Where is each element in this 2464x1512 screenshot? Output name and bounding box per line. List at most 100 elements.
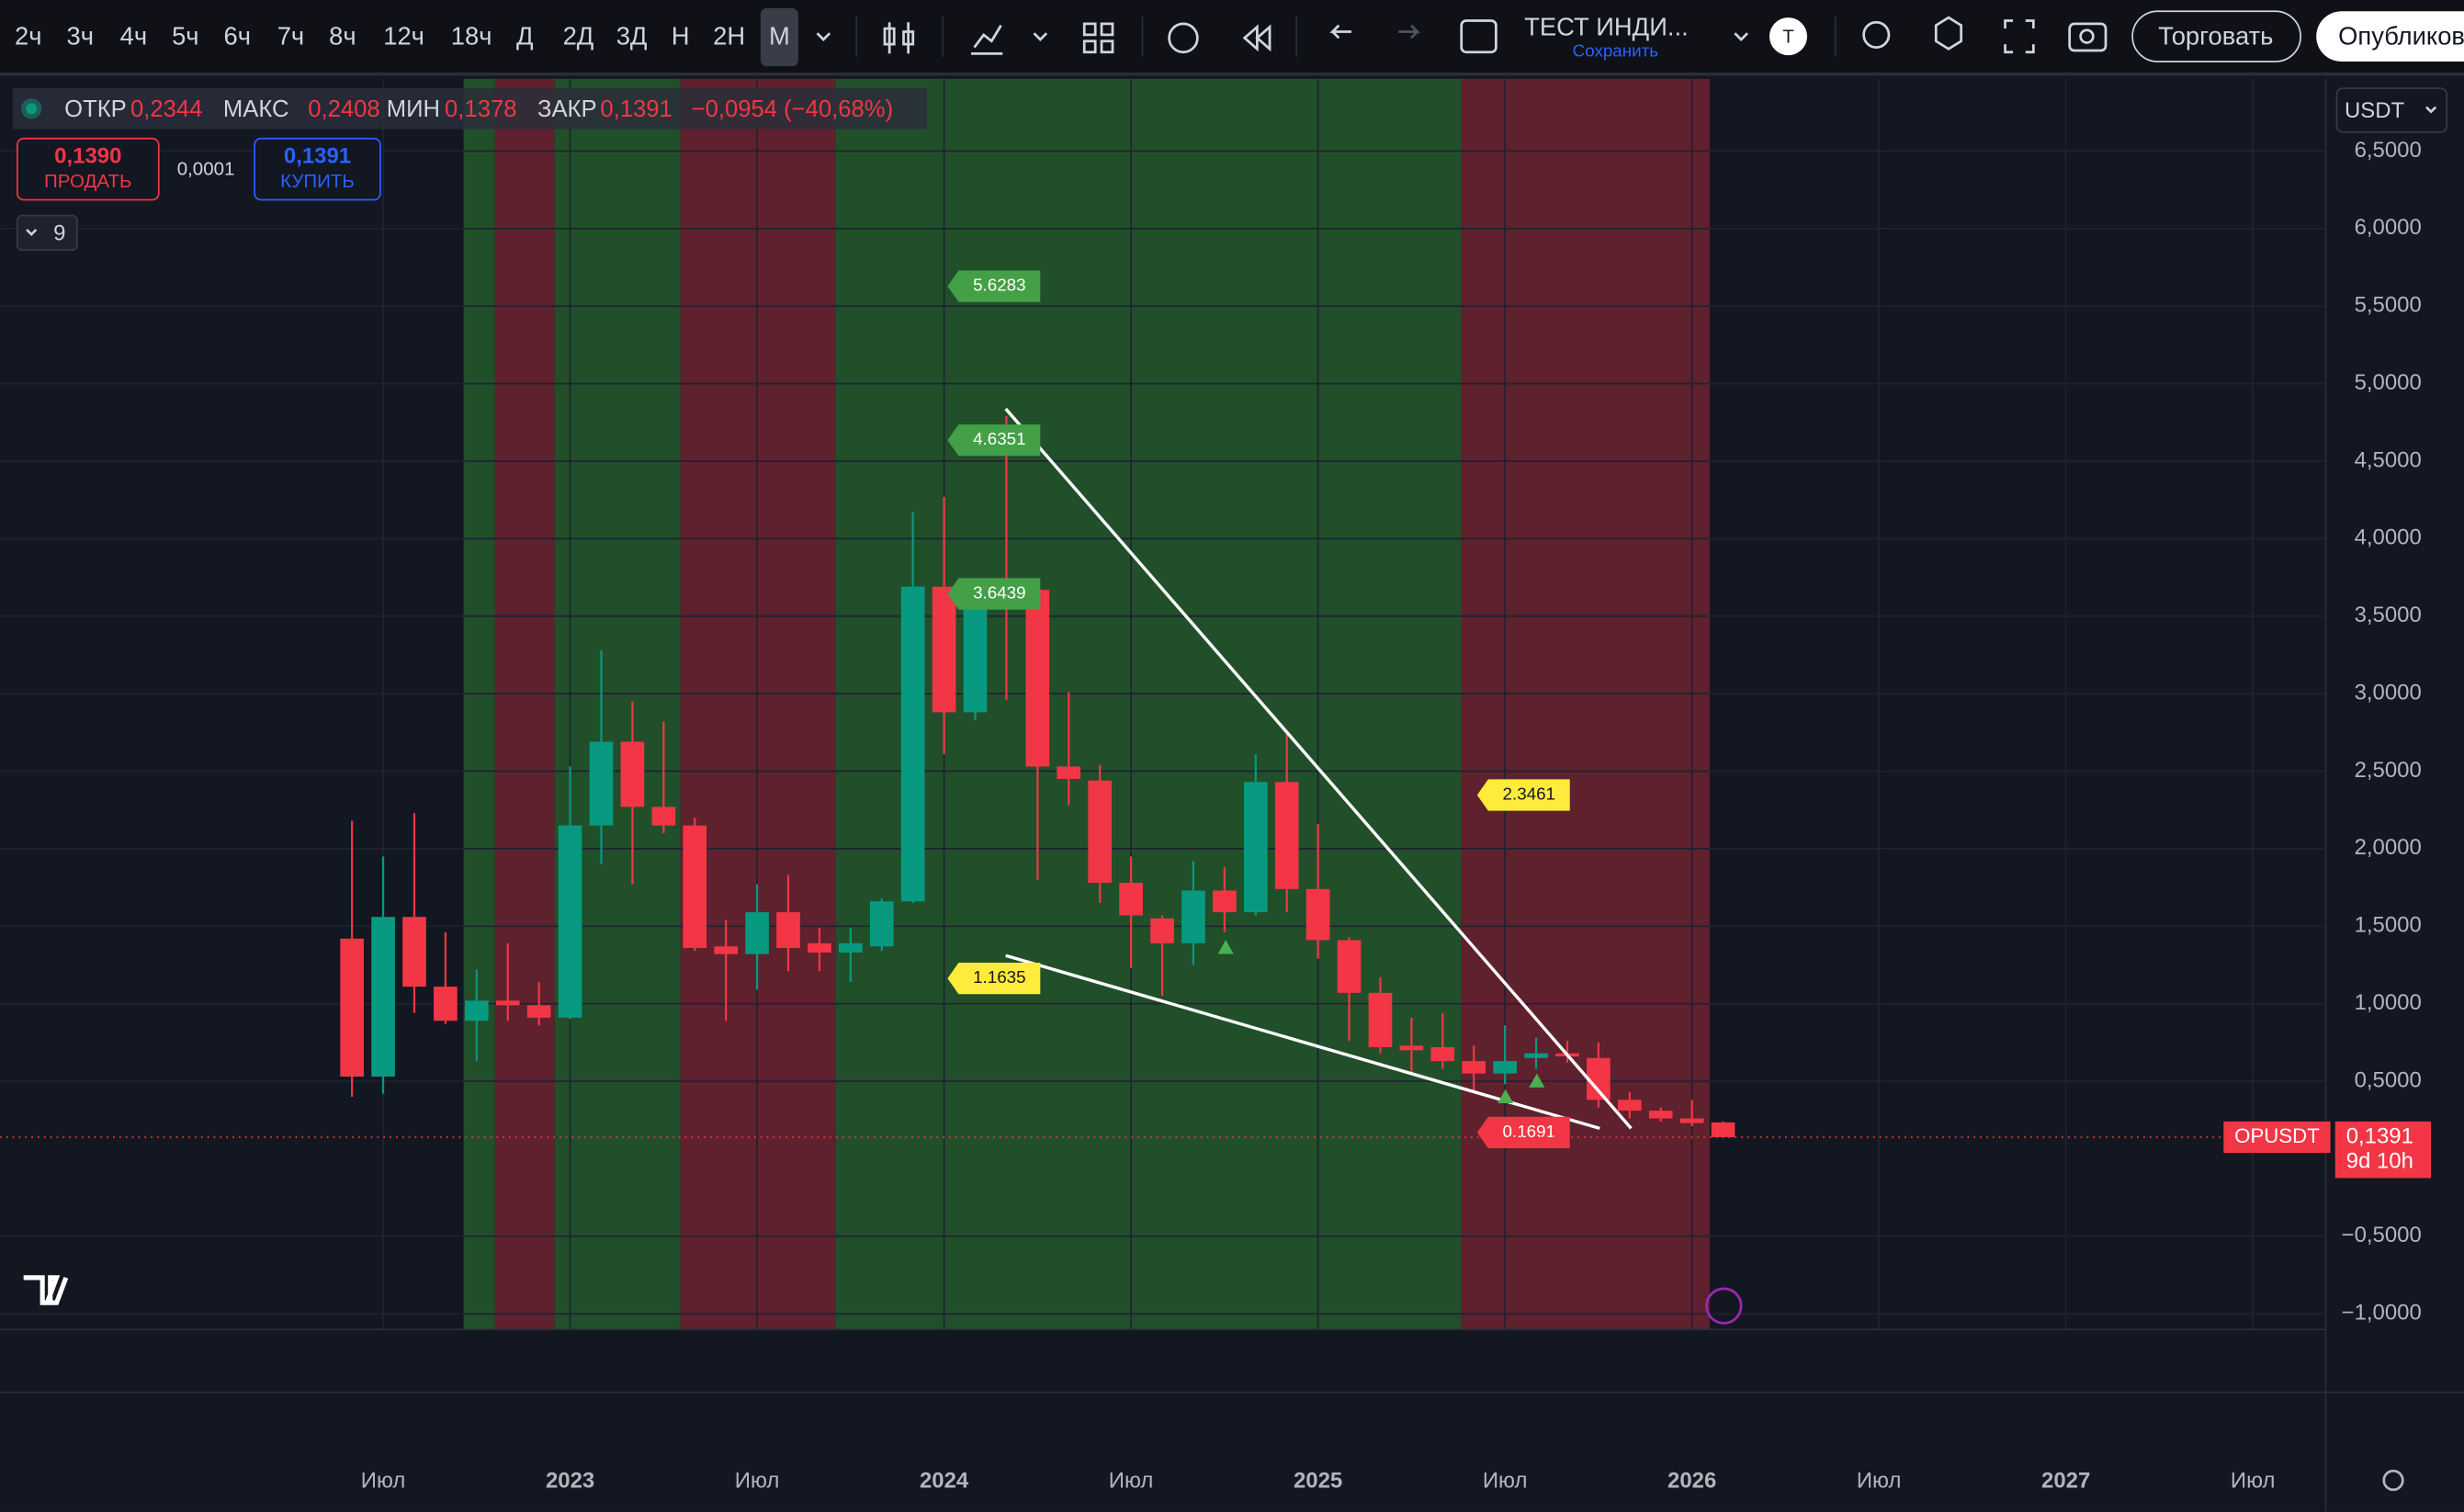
candle-body (1274, 782, 1299, 889)
buy-button[interactable] (254, 137, 381, 201)
snapshot-icon[interactable] (2068, 22, 2108, 52)
legend-label: ОТКР (64, 96, 127, 122)
candle-body (1648, 1111, 1673, 1119)
toolbar-icons (883, 16, 2404, 1492)
annotations: 5.6283 4.6351 3.6439 1.1635 2.3461 0.1691 (947, 270, 1570, 1149)
candle-body (869, 901, 894, 947)
snapshot-lens (2079, 28, 2095, 44)
candle-body (1181, 890, 1205, 943)
y-tick-label: 5,0000 (2355, 370, 2422, 395)
fullscreen-icon[interactable] (2004, 19, 2035, 54)
candle-body (1088, 780, 1113, 884)
price-tag-label: 1.1635 (973, 967, 1026, 987)
interval-button[interactable]: 7ч (277, 22, 304, 51)
x-tick-label: 2024 (920, 1469, 969, 1494)
interval-button[interactable]: 2Н (713, 22, 745, 51)
sell-button[interactable] (16, 137, 160, 201)
price-tag-label: 0.1691 (1503, 1122, 1556, 1141)
candle-body (683, 825, 707, 948)
legend-change: −0,0954 (−40,68%) (692, 96, 894, 122)
y-tick-label: 5,5000 (2355, 293, 2422, 318)
dropdown-icon[interactable] (1033, 32, 1048, 41)
trade-button[interactable] (2131, 10, 2301, 62)
candle-body (1430, 1046, 1455, 1062)
toolbar (0, 0, 2464, 73)
y-tick-label: 6,5000 (2355, 138, 2422, 163)
candle-body (589, 741, 614, 826)
y-tick-label: 3,5000 (2355, 603, 2422, 627)
alert-icon[interactable] (1168, 22, 1199, 54)
legend-box (12, 88, 928, 130)
candle-body (1337, 940, 1362, 993)
price-tag-label: 5.6283 (973, 276, 1026, 295)
redo-icon[interactable] (1398, 24, 1421, 39)
y-tick-label: 0,5000 (2355, 1067, 2422, 1092)
settings-icon[interactable] (1934, 16, 1963, 51)
indicators-icon[interactable] (971, 24, 1003, 55)
interval-button[interactable]: 3Д (616, 22, 648, 51)
y-tick-label: 1,0000 (2355, 990, 2422, 1015)
lightning-icon[interactable] (1705, 1287, 1743, 1325)
x-tick-label: 2027 (2041, 1469, 2090, 1494)
legend-value: 0,2408 (308, 96, 379, 122)
price-tag-label: 2.3461 (1503, 784, 1556, 803)
avatar[interactable] (1769, 17, 1808, 56)
y-tick-label: 6,0000 (2355, 215, 2422, 240)
x-tick-label: Июл (2231, 1469, 2276, 1494)
candle-body (1213, 890, 1237, 913)
candle-body (620, 741, 645, 807)
interval-button[interactable]: 3ч (66, 22, 93, 51)
candle-body (714, 946, 738, 954)
indicators-toggle[interactable] (16, 214, 78, 252)
publish-button[interactable] (2316, 11, 2464, 62)
candle-body (932, 586, 956, 713)
interval-button[interactable]: 12ч (383, 22, 424, 51)
interval-button[interactable]: Д (516, 22, 534, 51)
candle-body (434, 987, 458, 1021)
candle-body (1243, 782, 1268, 913)
interval-button[interactable]: 4ч (120, 22, 147, 51)
price-tag-label: 3.6439 (973, 582, 1026, 602)
axis-settings-icon[interactable] (2382, 1469, 2404, 1492)
interval-button[interactable]: М (769, 22, 790, 51)
candle-body (1119, 883, 1143, 916)
candle-body (340, 938, 364, 1078)
interval-button[interactable]: 8ч (329, 22, 356, 51)
sell-label: ПРОДАТЬ (44, 171, 131, 192)
axes: −1,0000 −0,5000 0,5000 1,0000 1,5000 2,0000 2,… (0, 138, 2432, 1494)
currency-select[interactable] (2335, 87, 2448, 133)
signal-arrow (1529, 1073, 1545, 1088)
candle-body (1711, 1122, 1735, 1137)
signal-arrow (1217, 940, 1234, 954)
chart-type-icon[interactable] (883, 22, 915, 54)
layout-name[interactable]: ТЕСТ ИНДИ... (1524, 12, 1689, 40)
y-tick-label: 4,0000 (2355, 525, 2422, 550)
undo-icon[interactable] (1329, 24, 1351, 39)
interval-button[interactable]: Н (672, 22, 690, 51)
interval-button[interactable]: 6ч (224, 22, 251, 51)
candle-body (1057, 766, 1081, 779)
save-status[interactable]: Сохранить (1573, 41, 1659, 61)
price-tag (947, 962, 1041, 995)
templates-icon[interactable] (1082, 22, 1114, 54)
search-icon[interactable] (1862, 20, 1891, 49)
zone (835, 78, 1462, 1330)
y-tick-label: 2,5000 (2355, 758, 2422, 783)
candle-body (745, 912, 769, 954)
zone (680, 78, 836, 1330)
interval-selected (760, 7, 798, 67)
legend-value: 0,1391 (600, 96, 672, 122)
interval-button[interactable]: 18ч (451, 22, 492, 51)
y-tick-label: −0,5000 (2342, 1223, 2422, 1247)
candle-body (1493, 1061, 1517, 1074)
interval-button[interactable]: 2Д (563, 22, 594, 51)
interval-button[interactable]: 2ч (15, 22, 41, 51)
replay-icon[interactable] (1242, 24, 1272, 52)
legend-label: МАКС (223, 96, 289, 122)
layout-dropdown[interactable] (1734, 32, 1748, 41)
layout-icon[interactable] (1460, 19, 1498, 54)
interval-dropdown[interactable] (816, 32, 831, 41)
candle-body (900, 586, 925, 902)
y-tick-label: −1,0000 (2342, 1301, 2422, 1326)
interval-button[interactable]: 5ч (172, 22, 198, 51)
